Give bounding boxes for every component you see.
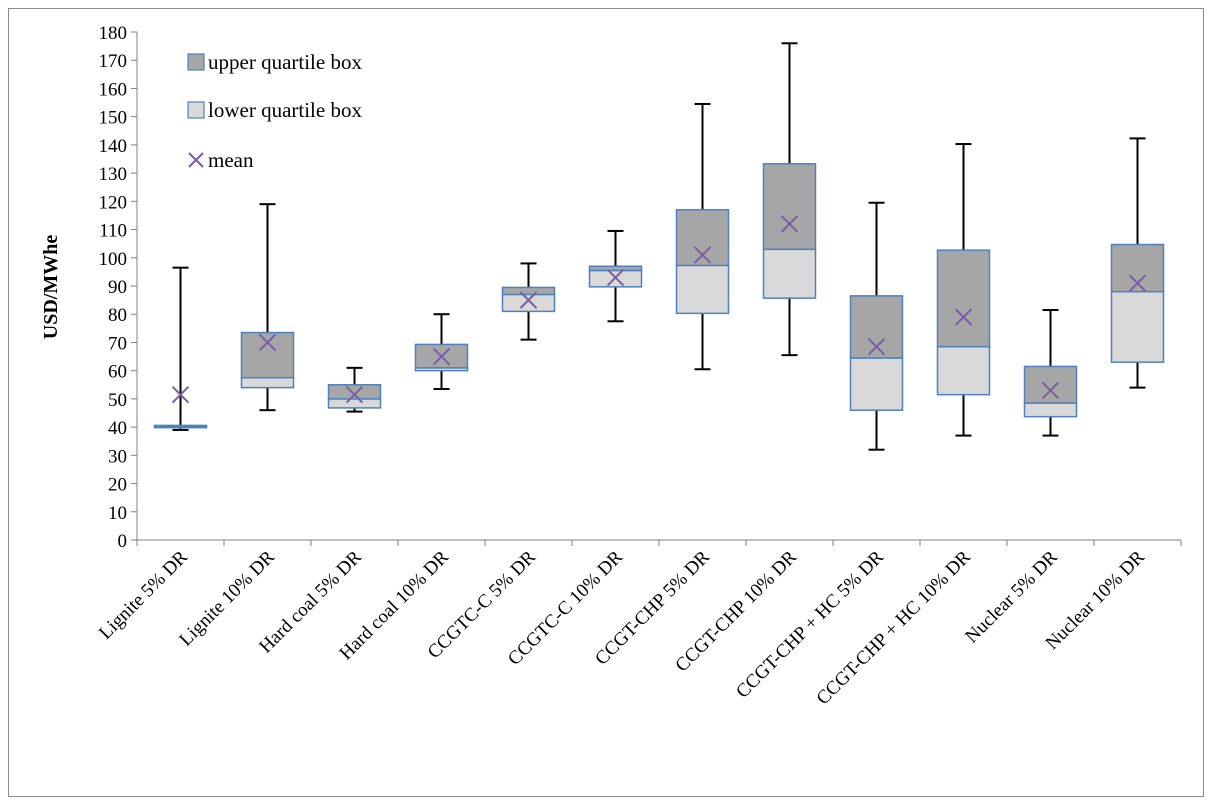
y-tick-label: 30 (108, 446, 127, 467)
y-tick-label: 60 (108, 362, 127, 383)
upper-quartile-box (849, 295, 904, 359)
mean-marker (780, 215, 799, 233)
box-plot-item (1023, 308, 1078, 437)
mean-marker (1041, 381, 1060, 400)
lower-quartile-box (849, 357, 904, 411)
legend-item: lower quartile box (187, 98, 362, 122)
box-plot-item (936, 143, 991, 437)
mean-marker (519, 291, 538, 309)
y-tick-label: 70 (108, 333, 127, 354)
box-plot-item (327, 366, 382, 413)
mean-marker (606, 268, 625, 287)
box-plot-item (675, 102, 730, 371)
box-plot-item (762, 42, 817, 357)
upper-quartile-box (675, 209, 730, 267)
legend-swatch (187, 101, 205, 119)
y-tick-label: 90 (108, 277, 127, 298)
y-tick-label: 120 (99, 192, 128, 213)
lower-quartile-box (1023, 402, 1078, 418)
x-category-label: Nuclear 5% DR (961, 546, 1062, 647)
lower-quartile-box (327, 398, 382, 409)
box-plot-item (588, 229, 643, 323)
legend-label: lower quartile box (208, 98, 362, 122)
y-tick-label: 110 (99, 221, 127, 242)
y-axis-label: USD/MWhe (40, 235, 62, 340)
y-tick-label: 80 (108, 305, 127, 326)
mean-marker-stroke (171, 385, 190, 404)
y-tick-label: 170 (99, 51, 128, 72)
upper-quartile-box (936, 249, 991, 348)
x-category-label: CCGT-CHP + HC 10% DR (813, 546, 976, 709)
y-tick-label: 150 (99, 108, 128, 129)
mean-marker (258, 333, 277, 352)
box-plot-item (414, 313, 469, 391)
upper-quartile-box (240, 331, 295, 379)
box-plot-item (240, 203, 295, 412)
y-axis: 0 10 20 30 40 50 60 70 80 90 100 110 120 130 140 150 160… (99, 23, 138, 552)
mean-marker-stroke (432, 347, 451, 366)
y-tick-label: 40 (108, 418, 127, 439)
mean-marker-stroke (780, 215, 799, 233)
legend-swatch (187, 53, 205, 71)
box-plot-item (153, 266, 208, 431)
x-category-label: CCGT-CHP + HC 5% DR (732, 546, 888, 702)
plot-area (153, 42, 1165, 451)
y-tick-label: 180 (99, 23, 128, 44)
upper-quartile-box (588, 265, 643, 272)
mean-marker-stroke (954, 308, 973, 326)
legend: upper quartile box lower quartile box mean (187, 50, 362, 172)
y-tick-label: 160 (99, 79, 128, 100)
legend-item: upper quartile box (187, 50, 362, 74)
lower-quartile-box (501, 293, 556, 313)
lower-quartile-box (762, 248, 817, 299)
mean-marker-stroke (867, 337, 886, 356)
upper-quartile-box (1023, 365, 1078, 404)
lower-quartile-box (240, 376, 295, 389)
upper-quartile-box (327, 384, 382, 400)
chart-frame (8, 8, 1204, 797)
mean-marker (954, 308, 973, 326)
legend-item: mean (188, 148, 254, 172)
mean-marker (432, 347, 451, 366)
box-plot-item (849, 201, 904, 451)
y-tick-label: 20 (108, 475, 127, 496)
mean-marker-stroke (345, 385, 364, 404)
mean-marker (345, 385, 364, 404)
mean-marker-stroke (1041, 381, 1060, 400)
y-tick-label: 100 (99, 249, 128, 270)
lower-quartile-box (1110, 290, 1165, 363)
legend-label: upper quartile box (208, 50, 362, 74)
legend-swatch (188, 152, 204, 168)
y-tick-label: 50 (108, 390, 127, 411)
mean-marker (693, 246, 712, 264)
mean-marker (867, 337, 886, 356)
box-plot-item (501, 262, 556, 341)
upper-quartile-box (501, 286, 556, 296)
mean-marker-stroke (693, 246, 712, 264)
mean-marker-stroke (606, 268, 625, 287)
y-tick-label: 140 (99, 136, 128, 157)
lower-quartile-box (675, 264, 730, 315)
lower-quartile-box (936, 345, 991, 396)
mean-marker-stroke (1128, 274, 1147, 292)
y-tick-label: 0 (118, 531, 128, 552)
legend-label: mean (208, 148, 254, 172)
upper-quartile-box (762, 163, 817, 251)
mean-marker (171, 385, 190, 404)
x-category-label: Lignite 5% DR (95, 546, 192, 643)
upper-quartile-box (153, 424, 208, 428)
y-tick-label: 10 (108, 503, 127, 524)
box-plot-item (1110, 137, 1165, 389)
mean-marker (1128, 274, 1147, 292)
mean-marker-stroke (258, 333, 277, 352)
mean-marker-stroke (519, 291, 538, 309)
y-tick-label: 130 (99, 164, 128, 185)
